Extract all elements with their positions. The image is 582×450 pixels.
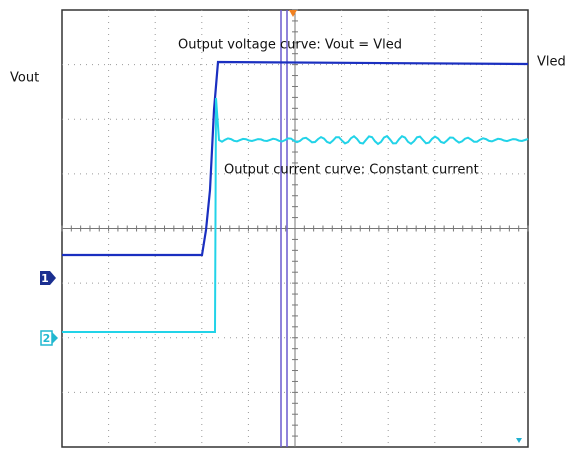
channel-1-arrow — [50, 271, 56, 285]
channel-1-marker — [40, 271, 50, 285]
channel-1-label: 1 — [41, 272, 49, 285]
current-trace — [62, 97, 529, 333]
vout-label: Vout — [10, 71, 39, 86]
channel-2-arrow — [52, 332, 58, 344]
grid — [61, 9, 529, 447]
trigger-level-marker — [516, 438, 522, 443]
current-curve-annotation: Output current curve: Constant current — [224, 163, 479, 178]
vled-label: Vled — [537, 55, 566, 70]
channel-2-label: 2 — [43, 332, 51, 345]
trigger-marker — [289, 10, 297, 17]
voltage-trace — [62, 60, 529, 257]
voltage-curve-annotation: Output voltage curve: Vout = Vled — [178, 38, 402, 53]
